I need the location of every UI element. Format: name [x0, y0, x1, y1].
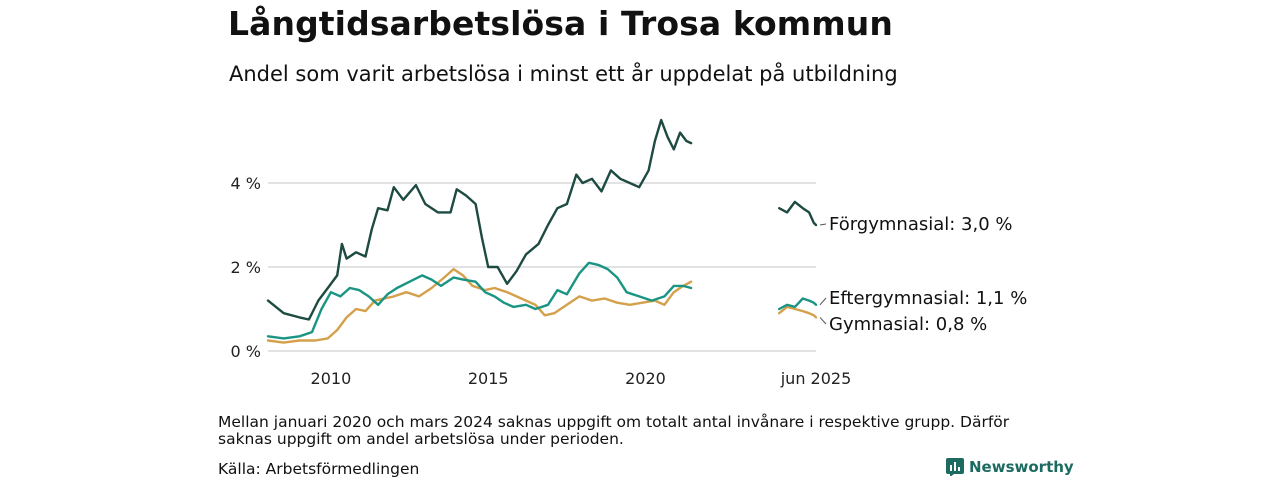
series-line-eftergymnasial	[266, 261, 693, 340]
source-text: Källa: Arbetsförmedlingen	[218, 460, 420, 478]
y-tick-label: 4 %	[231, 174, 261, 193]
label-connector	[819, 223, 827, 226]
y-tick-label: 2 %	[231, 258, 261, 277]
y-tick-label: 0 %	[231, 342, 261, 361]
series-labels: Förgymnasial: 3,0 % Eftergymnasial: 1,1 %…	[819, 214, 1027, 335]
brand-name: Newsworthy	[969, 458, 1074, 476]
label-connector	[819, 297, 827, 306]
footnote: Mellan januari 2020 och mars 2024 saknas…	[218, 413, 1010, 448]
y-axis-ticks: 0 % 2 % 4 %	[231, 174, 261, 361]
series-line-eftergymnasial	[778, 297, 818, 311]
grid-lines	[268, 182, 816, 352]
x-tick-label: 2020	[625, 369, 666, 388]
series-line-gymnasial	[266, 267, 693, 344]
series-line-gymnasial	[778, 305, 818, 319]
brand-logo: Newsworthy	[946, 458, 1074, 476]
chart-title: Långtidsarbetslösa i Trosa kommun	[228, 4, 893, 43]
label-connector	[819, 317, 827, 325]
series-label: Gymnasial: 0,8 %	[829, 314, 987, 335]
newsworthy-icon	[946, 458, 964, 476]
x-tick-label: jun 2025	[780, 369, 852, 388]
series-lines	[266, 118, 818, 344]
x-axis-ticks: 2010 2015 2020 jun 2025	[311, 369, 852, 388]
x-tick-label: 2015	[468, 369, 509, 388]
x-tick-label: 2010	[311, 369, 352, 388]
chart-subtitle: Andel som varit arbetslösa i minst ett å…	[229, 62, 898, 86]
series-line-förgymnasial	[778, 200, 818, 227]
series-line-förgymnasial	[266, 118, 693, 321]
series-label: Förgymnasial: 3,0 %	[829, 214, 1013, 235]
series-label: Eftergymnasial: 1,1 %	[829, 288, 1027, 309]
